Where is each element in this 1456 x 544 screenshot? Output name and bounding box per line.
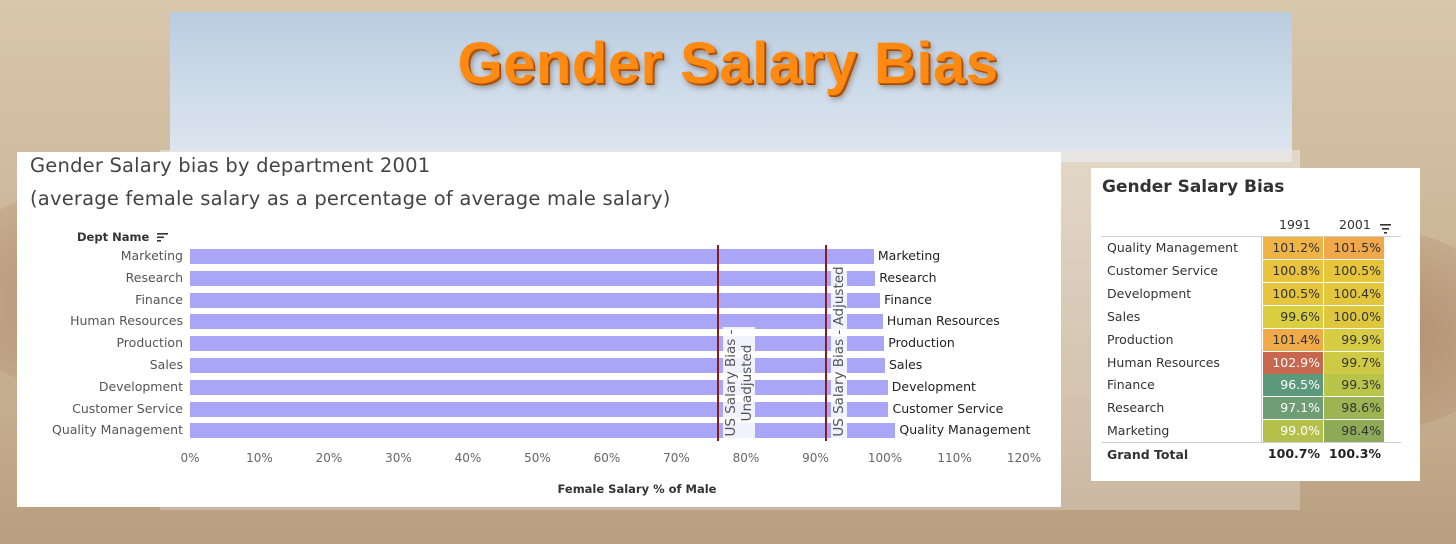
table-row-label: Production <box>1107 331 1174 347</box>
heatmap-cell[interactable]: 100.4% <box>1324 282 1384 305</box>
bar[interactable] <box>190 336 885 352</box>
reference-line-label: US Salary Bias - Adjusted <box>830 264 847 439</box>
bar-end-label: Production <box>888 335 955 351</box>
x-tick-label: 70% <box>663 451 690 465</box>
heatmap-table-card[interactable]: Gender Salary Bias 1991 2001 Quality Man… <box>1091 168 1420 481</box>
table-row-label: Customer Service <box>1107 262 1218 278</box>
heatmap-cell[interactable]: 98.4% <box>1324 420 1384 443</box>
table-row-label: Research <box>1107 400 1165 416</box>
x-tick-label: 30% <box>385 451 412 465</box>
grand-total-divider <box>1101 442 1401 443</box>
grand-total-2001: 100.3% <box>1328 446 1381 461</box>
category-label: Customer Service <box>72 400 183 416</box>
heatmap-cell[interactable]: 100.5% <box>1263 282 1323 305</box>
x-tick-label: 90% <box>802 451 829 465</box>
bar-end-label: Sales <box>889 357 923 372</box>
table-row-label: Marketing <box>1107 423 1170 439</box>
heatmap-cell[interactable]: 100.8% <box>1263 259 1323 282</box>
heatmap-cell[interactable]: 101.5% <box>1324 237 1384 259</box>
heatmap-cell[interactable]: 99.9% <box>1324 328 1384 351</box>
bar[interactable] <box>190 249 874 264</box>
x-tick-label: 60% <box>593 451 621 465</box>
x-tick-label: 40% <box>454 451 482 465</box>
bar-end-label: Human Resources <box>886 313 1000 329</box>
heatmap-cell[interactable]: 99.0% <box>1263 420 1323 443</box>
bar-chart-card[interactable]: Gender Salary bias by department 2001 (a… <box>17 152 1061 507</box>
bar[interactable] <box>190 401 889 417</box>
table-row-label: Sales <box>1107 308 1141 324</box>
reference-line[interactable] <box>824 245 827 441</box>
table-title: Gender Salary Bias <box>1102 177 1285 197</box>
x-tick-label: 10% <box>246 451 273 465</box>
category-label: Human Resources <box>70 313 183 329</box>
bar-end-label: Marketing <box>877 248 941 263</box>
table-row-label: Quality Management <box>1107 240 1238 255</box>
bar[interactable] <box>190 314 883 330</box>
reference-line-label: US Salary Bias - Unadjusted <box>723 327 756 439</box>
x-tick-label: 0% <box>180 451 200 465</box>
grand-total-label: Grand Total <box>1107 447 1189 462</box>
x-tick-label: 110% <box>937 451 972 465</box>
category-label: Quality Management <box>52 422 183 438</box>
bar[interactable] <box>190 358 885 373</box>
category-label: Development <box>98 378 183 394</box>
table-row-label: Finance <box>1107 377 1155 393</box>
grand-total-1991: 100.7% <box>1267 446 1320 461</box>
sort-icon[interactable] <box>1380 219 1391 238</box>
bar-end-label: Research <box>879 269 937 285</box>
table-row-label: Development <box>1107 285 1192 301</box>
backdrop-sky-panel <box>170 12 1292 162</box>
bar[interactable] <box>190 292 881 308</box>
dept-name-header-label: Dept Name <box>77 230 150 244</box>
bar-end-label: Development <box>891 378 976 394</box>
category-label: Marketing <box>120 248 183 263</box>
bar-end-label: Quality Management <box>899 422 1031 438</box>
heatmap-cell[interactable]: 98.6% <box>1324 397 1384 420</box>
heatmap-cell[interactable]: 99.3% <box>1324 374 1384 397</box>
heatmap-cell[interactable]: 99.6% <box>1263 305 1323 328</box>
bar-end-label: Customer Service <box>892 400 1004 416</box>
category-label: Sales <box>149 357 183 372</box>
bar[interactable] <box>190 379 888 395</box>
row-header-divider <box>1261 236 1262 442</box>
x-tick-label: 20% <box>315 451 343 465</box>
heatmap-cell[interactable]: 101.2% <box>1263 237 1323 259</box>
heatmap-cell[interactable]: 97.1% <box>1263 397 1323 420</box>
heatmap-cell[interactable]: 100.0% <box>1324 305 1384 328</box>
category-label: Production <box>116 335 183 351</box>
page-title: Gender Salary Bias <box>457 31 999 96</box>
bar[interactable] <box>190 270 876 286</box>
x-tick-label: 120% <box>1006 451 1042 465</box>
x-tick-label: 50% <box>524 451 551 465</box>
table-row-label: Human Resources <box>1107 354 1220 370</box>
bar[interactable] <box>190 423 896 439</box>
x-tick-label: 80% <box>732 451 760 465</box>
x-axis-title: Female Salary % of Male <box>557 482 717 496</box>
chart-subtitle: (average female salary as a percentage o… <box>30 187 671 210</box>
category-label: Finance <box>135 291 183 307</box>
heatmap-cell[interactable]: 99.7% <box>1324 351 1384 374</box>
x-tick-label: 100% <box>867 451 903 465</box>
column-header-2001: 2001 <box>1339 217 1371 232</box>
dept-name-header[interactable]: Dept Name <box>77 230 169 245</box>
reference-line[interactable] <box>717 245 720 441</box>
header-divider <box>1101 236 1401 237</box>
heatmap-cell[interactable]: 100.5% <box>1324 259 1384 282</box>
heatmap-cell[interactable]: 102.9% <box>1263 351 1323 374</box>
sort-descending-icon[interactable] <box>157 231 169 245</box>
heatmap-cell[interactable]: 96.5% <box>1263 374 1323 397</box>
column-header-1991: 1991 <box>1279 217 1311 232</box>
category-label: Research <box>125 269 183 285</box>
chart-title: Gender Salary bias by department 2001 <box>30 154 431 177</box>
bar-end-label: Finance <box>884 291 932 307</box>
heatmap-cell[interactable]: 101.4% <box>1263 328 1323 351</box>
